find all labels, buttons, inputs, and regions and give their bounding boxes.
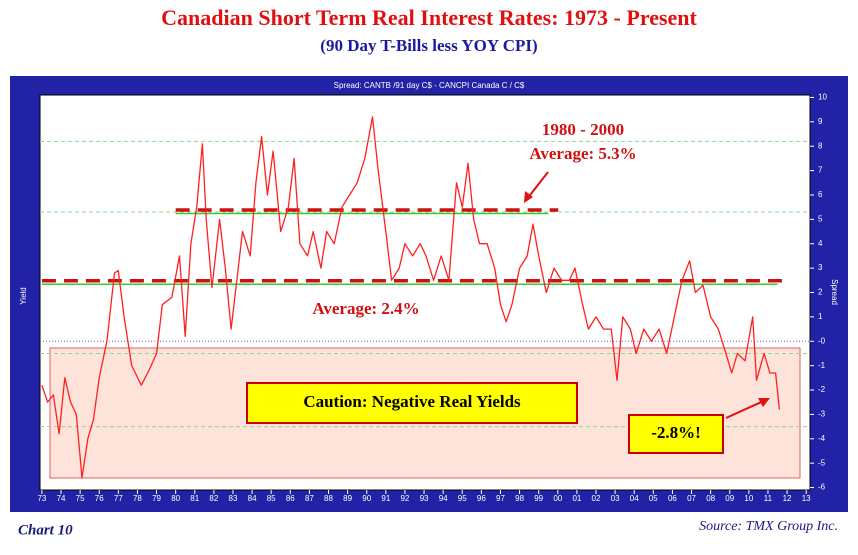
y-tick-label: -6 bbox=[818, 483, 826, 492]
arrow bbox=[526, 171, 549, 200]
y-tick-label: -2 bbox=[818, 385, 826, 394]
caution-label: Caution: Negative Real Yields bbox=[303, 392, 521, 411]
y-tick-label: -3 bbox=[818, 410, 826, 419]
x-tick-label: 08 bbox=[706, 494, 715, 503]
x-tick-label: 07 bbox=[687, 494, 696, 503]
x-tick-label: 74 bbox=[57, 494, 66, 503]
y-tick-label: 6 bbox=[818, 190, 823, 199]
y-tick-label: -5 bbox=[818, 458, 826, 467]
y-tick-label: 8 bbox=[818, 141, 823, 150]
y-tick-label: -1 bbox=[818, 361, 826, 370]
footer-left: Chart 10 bbox=[18, 522, 73, 538]
x-tick-label: 83 bbox=[229, 494, 238, 503]
x-tick-label: 82 bbox=[209, 494, 218, 503]
x-tick-label: 03 bbox=[611, 494, 620, 503]
x-tick-label: 95 bbox=[458, 494, 467, 503]
x-tick-label: 09 bbox=[725, 494, 734, 503]
x-tick-label: 76 bbox=[95, 494, 104, 503]
y-tick-label: -4 bbox=[818, 434, 826, 443]
x-tick-label: 96 bbox=[477, 494, 486, 503]
last-label: -2.8%! bbox=[651, 423, 701, 442]
x-tick-label: 88 bbox=[324, 494, 333, 503]
y2-axis-label: Spread bbox=[830, 279, 839, 305]
chart-subtitle: (90 Day T-Bills less YOY CPI) bbox=[320, 36, 537, 55]
x-tick-label: 91 bbox=[381, 494, 390, 503]
x-tick-label: 02 bbox=[592, 494, 601, 503]
arrow-head bbox=[758, 398, 770, 407]
x-tick-label: 99 bbox=[534, 494, 543, 503]
y-tick-label: 2 bbox=[818, 288, 823, 297]
x-tick-label: 85 bbox=[267, 494, 276, 503]
y-tick-label: 7 bbox=[818, 166, 823, 175]
x-tick-label: 89 bbox=[343, 494, 352, 503]
inner-title: Spread: CANTB /91 day C$ - CANCPI Canada… bbox=[334, 81, 525, 90]
x-tick-label: 87 bbox=[305, 494, 314, 503]
last-box bbox=[628, 414, 724, 454]
y-tick-label: 9 bbox=[818, 117, 823, 126]
x-tick-label: 73 bbox=[37, 494, 46, 503]
period-label: 1980 - 2000 bbox=[542, 120, 624, 139]
x-tick-label: 79 bbox=[152, 494, 161, 503]
x-tick-label: 78 bbox=[133, 494, 142, 503]
x-tick-label: 84 bbox=[248, 494, 257, 503]
x-tick-label: 05 bbox=[649, 494, 658, 503]
x-tick-label: 13 bbox=[802, 494, 811, 503]
caution-box bbox=[246, 382, 578, 424]
x-tick-label: 97 bbox=[496, 494, 505, 503]
avg-high-label: Average: 5.3% bbox=[529, 144, 636, 163]
y-tick-label: 5 bbox=[818, 214, 823, 223]
x-tick-label: 90 bbox=[362, 494, 371, 503]
x-tick-label: 11 bbox=[764, 494, 773, 503]
y-tick-label: 10 bbox=[818, 93, 827, 102]
x-tick-label: 77 bbox=[114, 494, 123, 503]
y-tick-label: -0 bbox=[818, 336, 826, 345]
x-tick-label: 94 bbox=[439, 494, 448, 503]
x-tick-label: 04 bbox=[630, 494, 639, 503]
x-tick-label: 00 bbox=[553, 494, 562, 503]
series-line bbox=[41, 116, 781, 479]
y-tick-label: 4 bbox=[818, 239, 823, 248]
x-tick-label: 80 bbox=[171, 494, 180, 503]
x-tick-label: 12 bbox=[783, 494, 792, 503]
y-axis-label: Yield bbox=[19, 287, 28, 305]
y-tick-label: 3 bbox=[818, 263, 823, 272]
x-tick-label: 81 bbox=[190, 494, 199, 503]
arrow-head bbox=[524, 191, 533, 203]
x-tick-label: 93 bbox=[420, 494, 429, 503]
avg-low-label: Average: 2.4% bbox=[312, 299, 419, 318]
x-tick-label: 10 bbox=[744, 494, 753, 503]
x-tick-label: 01 bbox=[572, 494, 581, 503]
x-tick-label: 98 bbox=[515, 494, 524, 503]
x-tick-label: 92 bbox=[400, 494, 409, 503]
x-tick-label: 06 bbox=[668, 494, 677, 503]
x-tick-label: 75 bbox=[76, 494, 85, 503]
chart-title: Canadian Short Term Real Interest Rates:… bbox=[161, 5, 697, 30]
footer-right: Source: TMX Group Inc. bbox=[699, 519, 838, 534]
y-tick-label: 1 bbox=[818, 312, 823, 321]
x-tick-label: 86 bbox=[286, 494, 295, 503]
